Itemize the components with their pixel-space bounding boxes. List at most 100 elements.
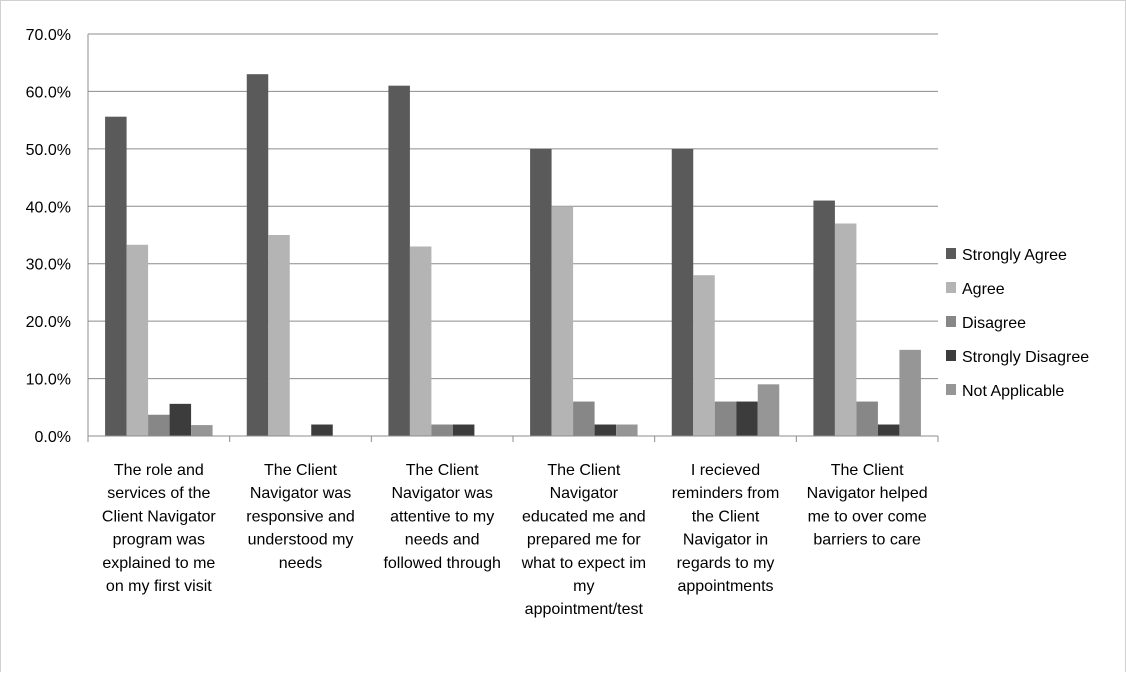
bar (856, 401, 878, 436)
bar (268, 235, 290, 436)
series-agree (126, 206, 857, 436)
x-category-label-line: what to expect im (521, 555, 647, 572)
y-tick-label: 0.0% (35, 429, 71, 446)
x-category-label-line: the Client (692, 508, 760, 525)
series-strongly-agree (105, 74, 835, 436)
legend-label: Agree (962, 281, 1005, 298)
bar (530, 148, 552, 436)
bar (899, 349, 921, 436)
x-category-label-line: Client Navigator (102, 508, 217, 525)
x-category-label: The Client Navigator was responsive and und… (246, 462, 355, 572)
x-category-label-line: attentive to my (390, 508, 494, 525)
x-category-label-line: responsive and (246, 508, 355, 525)
x-category-label-line: educated me and (522, 508, 646, 525)
bar (246, 74, 269, 436)
x-category-label: I recieved reminders from the Client Naviga… (672, 462, 780, 595)
y-tick-label: 60.0% (26, 84, 71, 101)
x-category-label: The Client Navigator educated me and prepar… (521, 462, 647, 618)
y-tick-label: 20.0% (26, 314, 71, 331)
x-category-label-line: Navigator (550, 485, 619, 502)
x-category-label-line: reminders from (672, 485, 780, 502)
bar (388, 85, 410, 436)
bar (877, 424, 900, 436)
bar (834, 223, 857, 436)
legend-item: Strongly Agree (946, 247, 1067, 264)
x-category-label-line: followed through (383, 555, 500, 572)
bar (126, 244, 149, 436)
bar (431, 424, 453, 436)
bar (409, 246, 432, 436)
x-category-label-line: The Client (406, 462, 479, 479)
legend-swatch (946, 282, 956, 293)
legend-item: Strongly Disagree (946, 349, 1089, 366)
y-tick-label: 50.0% (26, 142, 71, 159)
bar (594, 424, 617, 436)
x-category-label-line: program was (113, 532, 205, 549)
series-strongly-disagree (169, 401, 900, 436)
legend-item: Not Applicable (946, 383, 1064, 400)
x-axis-labels: The role and services of the Client Naviga… (102, 462, 928, 618)
bar (616, 424, 638, 436)
bar (573, 401, 595, 436)
x-category-label-line: Navigator was (250, 485, 351, 502)
legend-label: Not Applicable (962, 383, 1064, 400)
bars (105, 74, 921, 436)
legend-item: Disagree (946, 315, 1026, 332)
x-category-label: The Client Navigator was attentive to my ne… (383, 462, 500, 572)
legend-label: Disagree (962, 315, 1026, 332)
x-category-label-line: The Client (264, 462, 337, 479)
x-category-label-line: appointments (677, 578, 773, 595)
x-category-label-line: The Client (831, 462, 904, 479)
x-category-label-line: Navigator in (683, 532, 768, 549)
y-tick-label: 70.0% (26, 27, 71, 44)
x-category-label-line: my (573, 578, 594, 595)
x-category-label-line: regards to my (677, 555, 775, 572)
legend-item: Agree (946, 281, 1005, 298)
bar (169, 403, 192, 436)
x-category-label-line: understood my (248, 532, 354, 549)
x-category-label-line: needs (279, 555, 323, 572)
bar (311, 424, 333, 436)
legend-label: Strongly Agree (962, 247, 1067, 264)
y-tick-label: 40.0% (26, 199, 71, 216)
legend-swatch (946, 384, 956, 395)
bar (736, 401, 758, 436)
gridlines (88, 33, 938, 380)
bar (452, 424, 475, 436)
x-category-label-line: The role and (114, 462, 204, 479)
series-not-applicable (191, 349, 921, 436)
y-tick-label: 10.0% (26, 372, 71, 389)
legend-swatch (946, 316, 956, 327)
x-category-label-line: barriers to care (813, 532, 921, 549)
x-category-label: The Client Navigator helped me to over com… (807, 462, 928, 549)
y-tick-label: 30.0% (26, 257, 71, 274)
bar (191, 425, 213, 436)
legend-swatch (946, 248, 956, 259)
bar (105, 116, 127, 436)
y-axis-ticks: 0.0% 10.0% 20.0% 30.0% 40.0% 50.0% 60.0% 70.0% (26, 27, 71, 446)
bar (813, 200, 835, 436)
x-category-label-line: Navigator helped (807, 485, 928, 502)
series-disagree (148, 401, 878, 436)
bar (693, 275, 715, 436)
bar (671, 148, 694, 436)
legend-swatch (946, 350, 956, 361)
bar (551, 206, 574, 436)
bar (757, 384, 780, 436)
bar (148, 414, 170, 436)
x-category-label: The role and services of the Client Naviga… (102, 462, 217, 595)
bar (714, 401, 737, 436)
x-category-label-line: Navigator was (391, 485, 492, 502)
x-category-label-line: I recieved (691, 462, 760, 479)
x-category-label-line: explained to me (102, 555, 215, 572)
x-category-label-line: The Client (547, 462, 620, 479)
x-category-label-line: services of the (107, 485, 210, 502)
legend-label: Strongly Disagree (962, 349, 1089, 366)
x-category-label-line: needs and (405, 532, 480, 549)
x-category-label-line: me to over come (808, 508, 927, 525)
x-category-label-line: prepared me for (527, 532, 642, 549)
x-category-label-line: on my first visit (106, 578, 212, 595)
x-category-label-line: appointment/test (525, 601, 644, 618)
